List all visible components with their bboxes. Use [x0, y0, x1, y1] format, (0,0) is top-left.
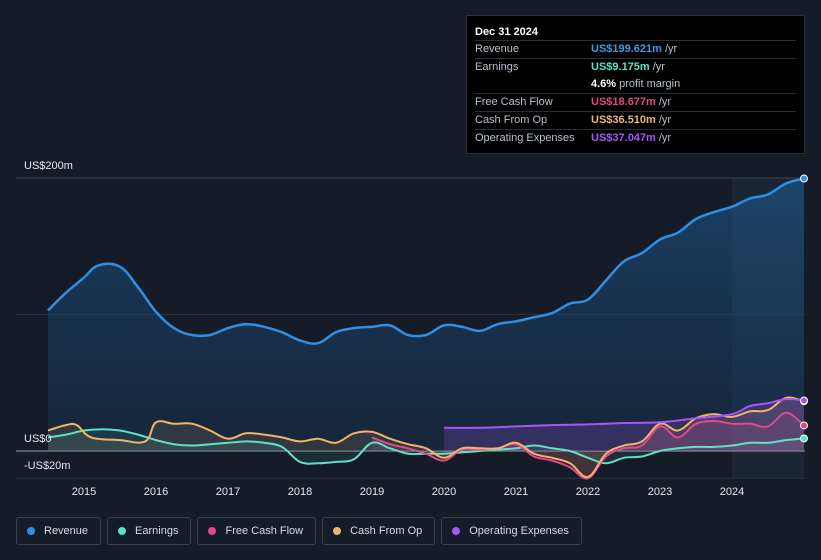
legend-item-free-cash-flow[interactable]: Free Cash Flow [197, 517, 317, 545]
line-operating-expenses [443, 398, 805, 429]
x-tick-label: 2020 [432, 486, 456, 498]
x-tick-label: 2023 [648, 486, 672, 498]
tooltip-label: Cash From Op [475, 114, 548, 126]
end-point-operating-expenses [800, 396, 808, 405]
tooltip-row-revenue: Revenue US$199.621m /yr [475, 40, 796, 58]
tooltip-label: Revenue [475, 43, 520, 55]
tooltip-value: US$18.677m [591, 96, 656, 108]
legend-label: Cash From Op [350, 525, 423, 537]
tooltip-date: Dec 31 2024 [475, 26, 538, 38]
legend-label: Earnings [135, 525, 179, 537]
tooltip-unit: /yr [658, 96, 672, 108]
area-revenue [48, 178, 804, 451]
x-tick-label: 2016 [144, 486, 168, 498]
tooltip-unit: profit margin [619, 78, 681, 90]
tooltip-value: US$199.621m [591, 43, 662, 55]
end-point-revenue [800, 174, 808, 183]
area-earnings [48, 429, 804, 464]
tooltip-value: US$36.510m [591, 114, 656, 126]
area-free-cash-flow [372, 412, 804, 479]
legend-item-cash-from-op[interactable]: Cash From Op [322, 517, 436, 545]
tooltip-label [475, 76, 591, 93]
tooltip-value: US$9.175m [591, 61, 650, 73]
tooltip-label: Free Cash Flow [475, 96, 553, 108]
x-tick-label: 2015 [72, 486, 96, 498]
legend-dot-icon [118, 527, 127, 535]
y-axis-zero-label: US$0 [24, 433, 52, 445]
x-tick-label: 2022 [576, 486, 600, 498]
tooltip-unit: /yr [652, 61, 665, 73]
line-revenue [47, 177, 805, 345]
area-cash-from-op [48, 397, 804, 478]
tooltip-label: Earnings [475, 61, 519, 73]
legend-dot-icon [27, 527, 35, 535]
legend-label: Free Cash Flow [225, 525, 304, 537]
line-free-cash-flow [371, 411, 805, 480]
x-tick-label: 2018 [288, 486, 312, 498]
legend-dot-icon [333, 527, 342, 535]
line-cash-from-op [47, 396, 805, 478]
x-tick-label: 2021 [504, 486, 528, 498]
legend-item-revenue[interactable]: Revenue [16, 517, 102, 545]
tooltip-row-cfo: Cash From Op US$36.510m /yr [475, 111, 796, 129]
area-operating-expenses [444, 399, 804, 451]
tooltip-label: Operating Expenses [475, 132, 575, 144]
tooltip-unit: /yr [664, 43, 678, 55]
tooltip-row-fcf: Free Cash Flow US$18.677m /yr [475, 93, 796, 111]
legend-dot-icon [208, 527, 217, 535]
end-point-earnings [800, 434, 808, 443]
y-axis-neg-label: -US$20m [24, 460, 71, 472]
tooltip-row-opex: Operating Expenses US$37.047m /yr [475, 129, 796, 147]
tooltip-value: US$37.047m [591, 132, 656, 144]
legend-item-earnings[interactable]: Earnings [107, 517, 192, 545]
y-axis-top-label: US$200m [24, 160, 73, 172]
legend-dot-icon [452, 527, 461, 535]
tooltip-row-earnings: Earnings US$9.175m /yr [475, 58, 796, 76]
tooltip-panel: Dec 31 2024 Revenue US$199.621m /yr Earn… [466, 15, 805, 154]
x-tick-label: 2019 [360, 486, 384, 498]
tooltip-value: 4.6% [591, 78, 617, 90]
end-point-free-cash-flow [800, 421, 808, 430]
legend-item-operating-expenses[interactable]: Operating Expenses [441, 517, 582, 545]
legend-label: Revenue [44, 525, 89, 537]
x-tick-label: 2017 [216, 486, 240, 498]
legend: Revenue Earnings Free Cash Flow Cash Fro… [16, 517, 582, 545]
legend-label: Operating Expenses [469, 525, 569, 537]
x-tick-label: 2024 [720, 486, 744, 498]
tooltip-unit: /yr [658, 132, 672, 144]
tooltip-row-margin: 4.6% profit margin [475, 76, 796, 93]
tooltip-unit: /yr [658, 114, 672, 126]
